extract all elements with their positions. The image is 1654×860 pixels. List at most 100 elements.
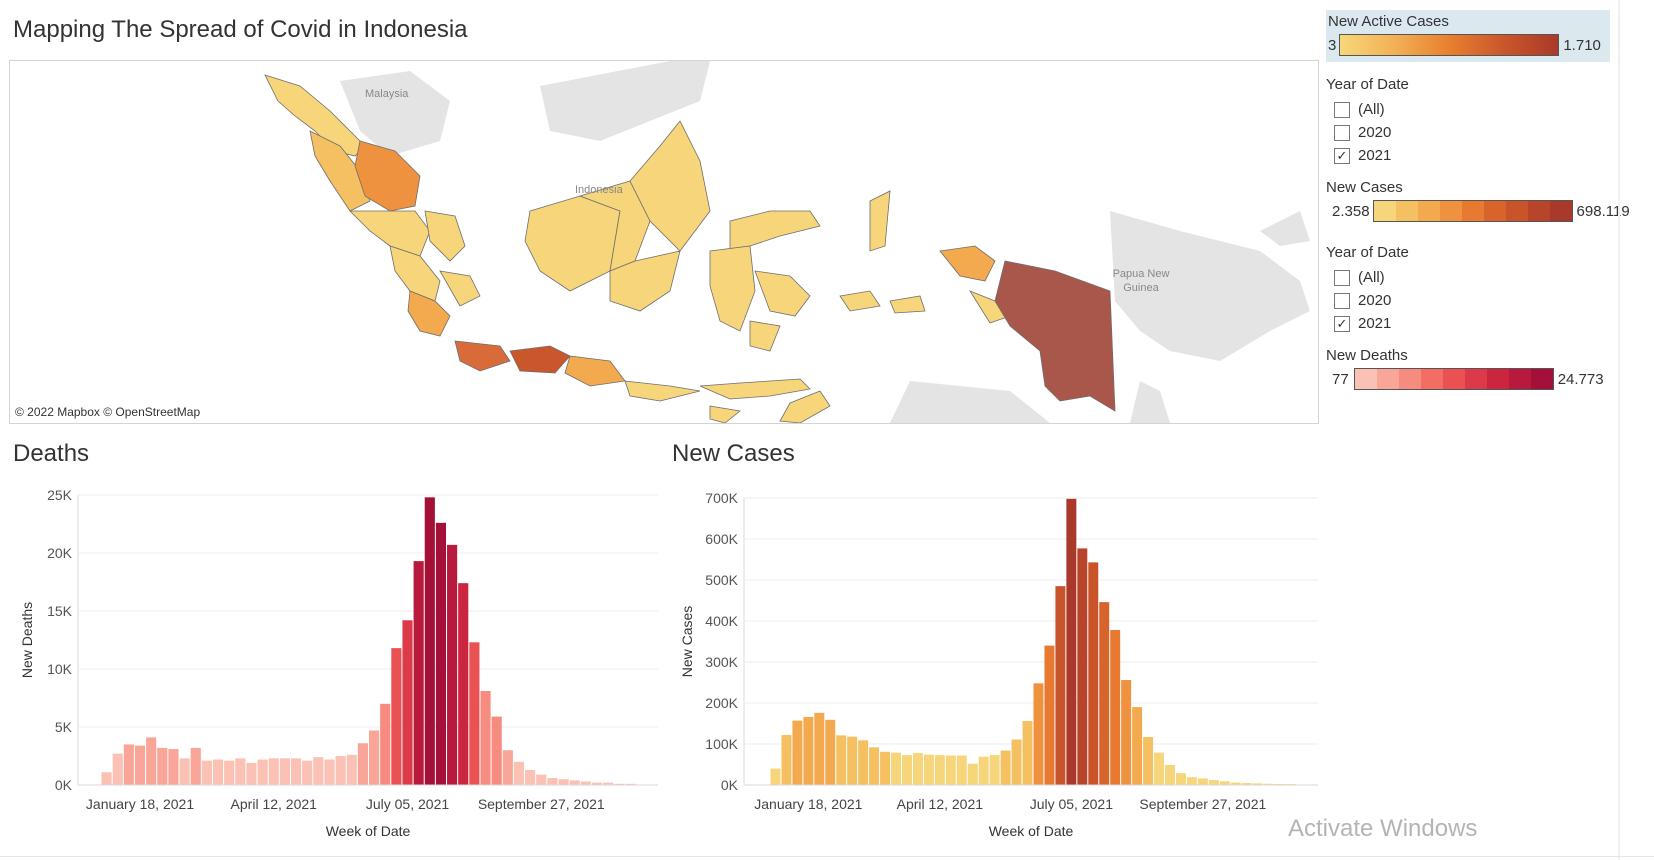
bar[interactable] <box>101 772 112 785</box>
map-attribution[interactable]: © 2022 Mapbox © OpenStreetMap <box>15 405 201 419</box>
checkbox[interactable] <box>1334 124 1350 141</box>
new-cases-bar-chart[interactable]: 0K 100K 200K 300K 400K 500K 600K 700K January 18… <box>660 475 1320 850</box>
bar[interactable] <box>179 758 190 785</box>
bar[interactable] <box>591 782 603 785</box>
bar[interactable] <box>781 734 792 785</box>
bar[interactable] <box>257 759 268 785</box>
bar[interactable] <box>134 745 146 785</box>
bar[interactable] <box>614 783 625 785</box>
bar[interactable] <box>357 743 368 785</box>
bar[interactable] <box>146 737 157 785</box>
bar[interactable] <box>625 783 636 785</box>
bar[interactable] <box>1077 548 1088 785</box>
bar[interactable] <box>836 735 847 785</box>
bar[interactable] <box>1044 645 1055 785</box>
bar[interactable] <box>912 753 923 785</box>
bar[interactable] <box>1099 602 1110 785</box>
bar[interactable] <box>1241 782 1252 785</box>
bar[interactable] <box>536 774 547 785</box>
deaths-bar-chart[interactable]: 0K 5K 10K 15K 20K 25K January 18, 2021 April 12… <box>0 475 660 850</box>
bar[interactable] <box>770 768 781 785</box>
indonesia-map[interactable]: Malaysia Indonesia Papua New Guinea © 20… <box>9 60 1319 424</box>
bar[interactable] <box>978 756 989 785</box>
bar[interactable] <box>880 751 891 785</box>
bar[interactable] <box>413 561 424 785</box>
bar[interactable] <box>569 780 580 785</box>
bar[interactable] <box>869 747 880 785</box>
bar[interactable] <box>547 778 558 785</box>
bar[interactable] <box>1252 783 1263 785</box>
bar[interactable] <box>967 763 978 785</box>
filter-option-2020[interactable]: 2020 <box>1326 289 1611 312</box>
bar[interactable] <box>1219 781 1230 785</box>
bar[interactable] <box>246 762 257 785</box>
bar[interactable] <box>603 782 614 785</box>
bar[interactable] <box>525 769 536 785</box>
bar[interactable] <box>847 736 858 785</box>
bar[interactable] <box>324 759 335 785</box>
bar[interactable] <box>1263 783 1274 785</box>
bar[interactable] <box>346 754 357 785</box>
checkbox[interactable] <box>1334 292 1350 309</box>
bar[interactable] <box>1175 773 1186 785</box>
bar[interactable] <box>190 747 201 785</box>
bar[interactable] <box>923 754 934 785</box>
filter-option-2021[interactable]: ✓ 2021 <box>1326 144 1611 167</box>
filter-option-2021[interactable]: ✓ 2021 <box>1326 312 1611 335</box>
bar[interactable] <box>580 781 591 785</box>
bar[interactable] <box>1165 764 1175 785</box>
bar[interactable] <box>447 544 458 785</box>
bar[interactable] <box>279 758 290 785</box>
bar[interactable] <box>502 750 513 785</box>
filter-option-all[interactable]: (All) <box>1326 98 1611 121</box>
bar[interactable] <box>956 755 967 785</box>
bar[interactable] <box>290 758 302 785</box>
bar[interactable] <box>1055 586 1066 785</box>
bar[interactable] <box>469 642 480 785</box>
bar[interactable] <box>1197 778 1208 785</box>
bar[interactable] <box>1088 562 1099 785</box>
bar[interactable] <box>902 755 912 785</box>
bar[interactable] <box>480 691 491 785</box>
bar[interactable] <box>1011 739 1022 785</box>
bar[interactable] <box>224 760 235 785</box>
bar[interactable] <box>1033 683 1044 785</box>
bar[interactable] <box>558 779 569 785</box>
bar[interactable] <box>989 755 1000 785</box>
bar[interactable] <box>491 716 502 785</box>
bar[interactable] <box>369 730 380 785</box>
bar[interactable] <box>302 760 313 785</box>
bar[interactable] <box>1022 721 1033 785</box>
bar[interactable] <box>513 761 525 785</box>
filter-option-all[interactable]: (All) <box>1326 266 1611 289</box>
bar[interactable] <box>825 719 836 785</box>
bar[interactable] <box>335 756 346 785</box>
bar[interactable] <box>168 749 179 785</box>
bar[interactable] <box>945 755 956 785</box>
bar[interactable] <box>1274 783 1285 785</box>
bar[interactable] <box>112 753 123 785</box>
bar[interactable] <box>435 522 447 785</box>
bar[interactable] <box>1110 630 1121 785</box>
bar[interactable] <box>391 648 402 785</box>
bar[interactable] <box>402 620 413 785</box>
bar[interactable] <box>380 703 391 785</box>
bar[interactable] <box>891 752 901 785</box>
bar[interactable] <box>157 747 168 785</box>
bar[interactable] <box>1132 707 1143 785</box>
bar[interactable] <box>1000 750 1011 785</box>
bar[interactable] <box>313 757 324 785</box>
bar[interactable] <box>212 759 224 785</box>
bar[interactable] <box>803 716 814 785</box>
checkbox[interactable]: ✓ <box>1334 315 1350 332</box>
checkbox[interactable] <box>1334 269 1350 286</box>
bar[interactable] <box>268 758 279 785</box>
bar[interactable] <box>1230 782 1241 785</box>
bar[interactable] <box>1066 498 1077 785</box>
bar[interactable] <box>1154 752 1164 785</box>
bar[interactable] <box>201 760 212 785</box>
checkbox[interactable]: ✓ <box>1334 147 1350 164</box>
bar[interactable] <box>1143 737 1154 785</box>
bar[interactable] <box>235 758 246 785</box>
bar[interactable] <box>1208 780 1219 785</box>
